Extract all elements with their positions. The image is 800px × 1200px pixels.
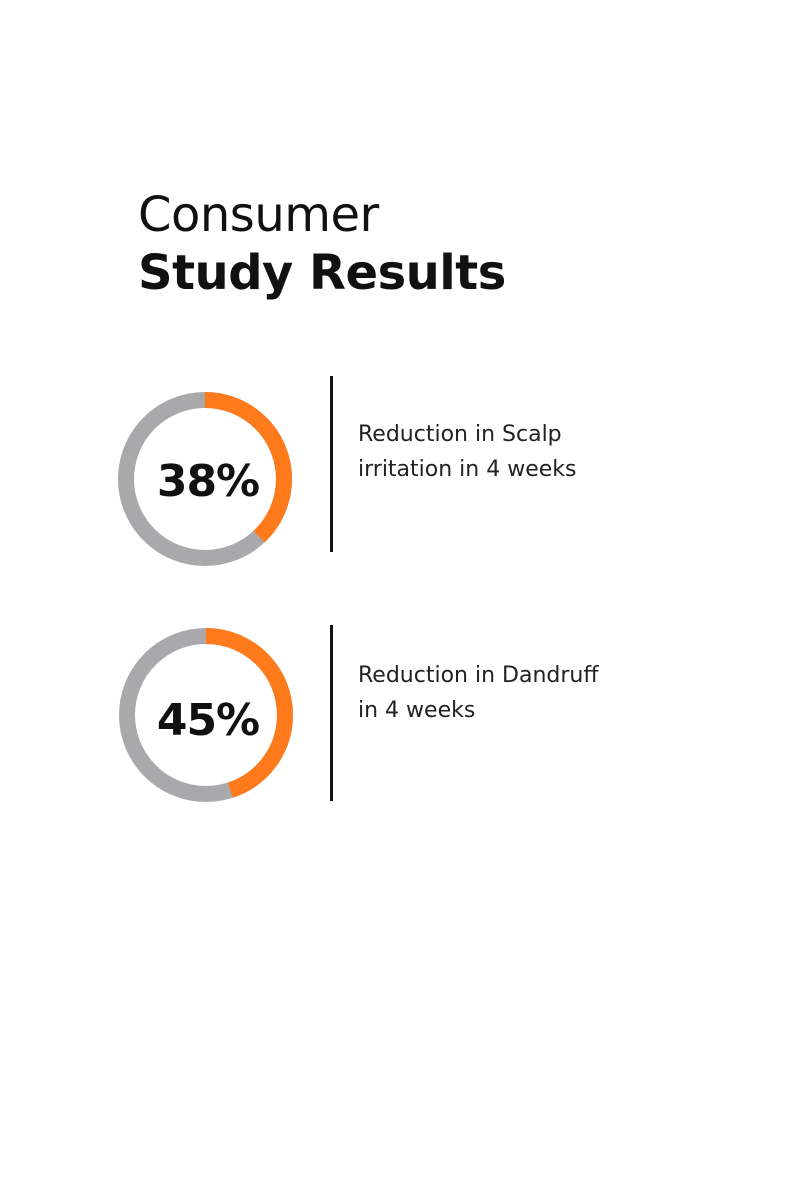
stat-scalp-irritation: 38% Reduction in Scalp irritation in 4 w… bbox=[110, 376, 710, 566]
divider-line bbox=[330, 376, 333, 552]
donut-progress-arc bbox=[118, 392, 292, 566]
page-title: Consumer Study Results bbox=[138, 186, 506, 302]
stat-description: Reduction in Scalp irritation in 4 weeks bbox=[358, 417, 678, 487]
title-line-1: Consumer bbox=[138, 187, 379, 243]
donut-chart-dandruff bbox=[119, 628, 293, 802]
description-line-1: Reduction in Scalp bbox=[358, 422, 562, 447]
title-line-2: Study Results bbox=[138, 245, 506, 301]
stat-value-label: 38% bbox=[156, 456, 260, 507]
stat-dandruff: 45% Reduction in Dandruff in 4 weeks bbox=[110, 625, 710, 805]
stat-value-label: 45% bbox=[156, 695, 260, 746]
description-line-2: in 4 weeks bbox=[358, 698, 476, 723]
donut-progress-arc bbox=[119, 628, 293, 802]
description-line-2: irritation in 4 weeks bbox=[358, 457, 577, 482]
donut-chart-scalp-irritation bbox=[118, 392, 292, 566]
divider-line bbox=[330, 625, 333, 801]
stat-description: Reduction in Dandruff in 4 weeks bbox=[358, 658, 678, 728]
description-line-1: Reduction in Dandruff bbox=[358, 663, 599, 688]
